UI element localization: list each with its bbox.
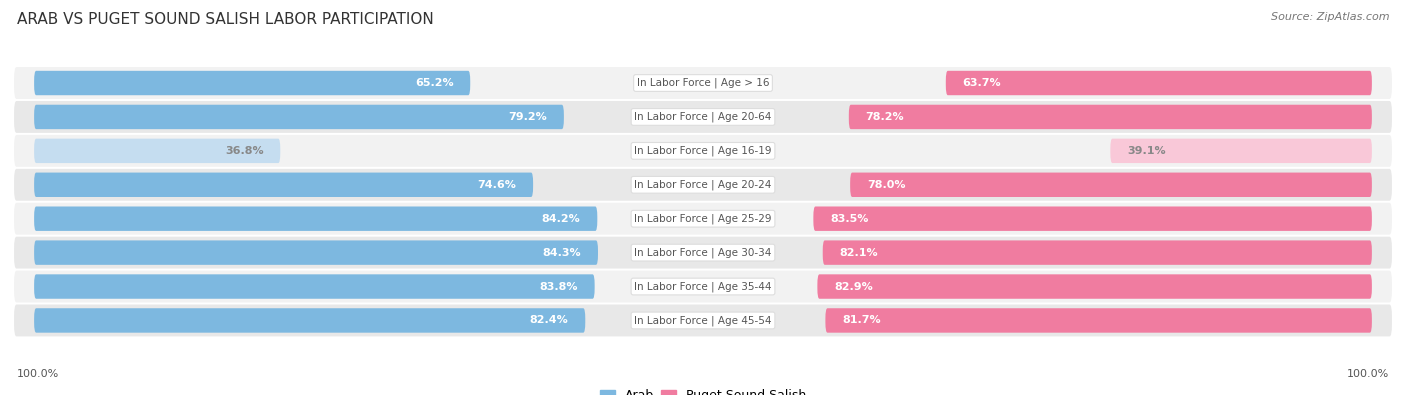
FancyBboxPatch shape: [14, 305, 1392, 337]
Text: 81.7%: 81.7%: [842, 316, 880, 325]
FancyBboxPatch shape: [946, 71, 1372, 95]
FancyBboxPatch shape: [851, 173, 1372, 197]
Text: 63.7%: 63.7%: [963, 78, 1001, 88]
Text: In Labor Force | Age 20-24: In Labor Force | Age 20-24: [634, 180, 772, 190]
FancyBboxPatch shape: [14, 135, 1392, 167]
Text: 83.8%: 83.8%: [540, 282, 578, 292]
FancyBboxPatch shape: [14, 67, 1392, 99]
Text: In Labor Force | Age 20-64: In Labor Force | Age 20-64: [634, 112, 772, 122]
FancyBboxPatch shape: [825, 308, 1372, 333]
Text: 78.0%: 78.0%: [868, 180, 905, 190]
FancyBboxPatch shape: [14, 203, 1392, 235]
Text: 79.2%: 79.2%: [509, 112, 547, 122]
Text: 83.5%: 83.5%: [830, 214, 869, 224]
Text: 100.0%: 100.0%: [1347, 369, 1389, 379]
Text: In Labor Force | Age 16-19: In Labor Force | Age 16-19: [634, 146, 772, 156]
Text: 84.3%: 84.3%: [543, 248, 581, 258]
Legend: Arab, Puget Sound Salish: Arab, Puget Sound Salish: [595, 384, 811, 395]
FancyBboxPatch shape: [34, 241, 598, 265]
Text: In Labor Force | Age 35-44: In Labor Force | Age 35-44: [634, 281, 772, 292]
Text: Source: ZipAtlas.com: Source: ZipAtlas.com: [1271, 12, 1389, 22]
Text: 82.9%: 82.9%: [834, 282, 873, 292]
FancyBboxPatch shape: [14, 237, 1392, 269]
FancyBboxPatch shape: [34, 207, 598, 231]
FancyBboxPatch shape: [34, 139, 280, 163]
Text: 84.2%: 84.2%: [541, 214, 581, 224]
Text: In Labor Force | Age > 16: In Labor Force | Age > 16: [637, 78, 769, 88]
Text: 65.2%: 65.2%: [415, 78, 454, 88]
Text: 82.1%: 82.1%: [839, 248, 879, 258]
FancyBboxPatch shape: [34, 173, 533, 197]
Text: In Labor Force | Age 30-34: In Labor Force | Age 30-34: [634, 247, 772, 258]
FancyBboxPatch shape: [849, 105, 1372, 129]
Text: ARAB VS PUGET SOUND SALISH LABOR PARTICIPATION: ARAB VS PUGET SOUND SALISH LABOR PARTICI…: [17, 12, 433, 27]
FancyBboxPatch shape: [14, 101, 1392, 133]
Text: 100.0%: 100.0%: [17, 369, 59, 379]
FancyBboxPatch shape: [14, 271, 1392, 303]
Text: 39.1%: 39.1%: [1128, 146, 1166, 156]
FancyBboxPatch shape: [823, 241, 1372, 265]
FancyBboxPatch shape: [1111, 139, 1372, 163]
Text: 74.6%: 74.6%: [478, 180, 516, 190]
FancyBboxPatch shape: [34, 275, 595, 299]
FancyBboxPatch shape: [813, 207, 1372, 231]
FancyBboxPatch shape: [34, 105, 564, 129]
FancyBboxPatch shape: [34, 71, 470, 95]
FancyBboxPatch shape: [14, 169, 1392, 201]
Text: In Labor Force | Age 25-29: In Labor Force | Age 25-29: [634, 213, 772, 224]
Text: 82.4%: 82.4%: [530, 316, 568, 325]
Text: 36.8%: 36.8%: [225, 146, 263, 156]
FancyBboxPatch shape: [34, 308, 585, 333]
Text: In Labor Force | Age 45-54: In Labor Force | Age 45-54: [634, 315, 772, 326]
FancyBboxPatch shape: [817, 275, 1372, 299]
Text: 78.2%: 78.2%: [866, 112, 904, 122]
